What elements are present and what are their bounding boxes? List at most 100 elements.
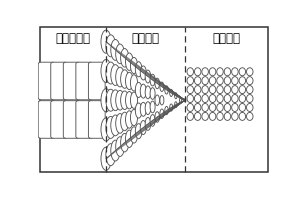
Ellipse shape [121,133,129,152]
Ellipse shape [179,98,182,103]
Ellipse shape [116,44,124,64]
Ellipse shape [224,68,231,76]
Ellipse shape [125,92,133,109]
Ellipse shape [239,95,246,103]
Ellipse shape [247,95,253,103]
FancyBboxPatch shape [51,62,68,100]
Ellipse shape [155,78,160,89]
Ellipse shape [247,68,253,76]
Ellipse shape [116,114,124,133]
FancyBboxPatch shape [76,62,93,100]
Ellipse shape [106,116,116,138]
Ellipse shape [187,103,194,111]
Ellipse shape [232,86,238,94]
Ellipse shape [209,95,216,103]
Ellipse shape [150,101,155,113]
Ellipse shape [121,70,129,88]
Ellipse shape [187,95,194,103]
Ellipse shape [121,49,129,67]
Ellipse shape [150,74,155,86]
Ellipse shape [209,86,216,94]
Ellipse shape [175,102,177,108]
Ellipse shape [106,35,116,57]
Ellipse shape [106,62,116,84]
Ellipse shape [130,92,137,108]
Ellipse shape [232,95,238,103]
Ellipse shape [130,127,137,143]
Ellipse shape [217,112,223,120]
Ellipse shape [202,95,208,103]
FancyBboxPatch shape [88,62,105,100]
Ellipse shape [145,70,151,83]
Text: 轧制区域: 轧制区域 [212,32,240,45]
FancyBboxPatch shape [63,101,80,138]
Ellipse shape [187,112,194,120]
FancyBboxPatch shape [38,62,55,100]
Ellipse shape [145,86,151,99]
Ellipse shape [125,111,133,128]
Ellipse shape [165,86,168,94]
Ellipse shape [232,68,238,76]
Ellipse shape [140,102,146,116]
Ellipse shape [224,77,231,85]
Ellipse shape [130,109,137,126]
Ellipse shape [140,84,146,98]
Ellipse shape [232,112,238,120]
Ellipse shape [217,86,223,94]
Ellipse shape [111,39,120,60]
Ellipse shape [209,77,216,85]
Ellipse shape [135,62,142,77]
Ellipse shape [209,112,216,120]
Ellipse shape [116,67,124,87]
Ellipse shape [239,68,246,76]
Ellipse shape [121,112,129,131]
Ellipse shape [247,86,253,94]
Ellipse shape [239,86,246,94]
Text: 过渡区域: 过渡区域 [132,32,160,45]
FancyBboxPatch shape [38,101,55,138]
FancyBboxPatch shape [88,101,105,138]
Ellipse shape [160,109,164,118]
Ellipse shape [247,112,253,120]
Ellipse shape [130,75,137,91]
Ellipse shape [247,103,253,111]
Ellipse shape [194,103,201,111]
Ellipse shape [202,77,208,85]
FancyBboxPatch shape [51,101,68,138]
Ellipse shape [184,98,186,102]
Ellipse shape [165,106,168,115]
Ellipse shape [101,147,111,170]
Ellipse shape [145,118,151,130]
Ellipse shape [194,77,201,85]
Ellipse shape [101,118,111,141]
Ellipse shape [194,95,201,103]
Ellipse shape [155,112,160,122]
Ellipse shape [187,68,194,76]
Ellipse shape [232,103,238,111]
Ellipse shape [209,103,216,111]
Text: 未轧制区域: 未轧制区域 [56,32,91,45]
Ellipse shape [217,68,223,76]
Ellipse shape [194,86,201,94]
Ellipse shape [111,115,120,136]
Ellipse shape [202,68,208,76]
Ellipse shape [130,57,137,74]
Ellipse shape [247,77,253,85]
Ellipse shape [116,137,124,156]
Ellipse shape [135,82,142,97]
Ellipse shape [111,90,120,111]
Ellipse shape [150,115,155,126]
Ellipse shape [224,86,231,94]
Ellipse shape [150,88,155,99]
Ellipse shape [175,93,177,99]
Ellipse shape [101,89,111,112]
Ellipse shape [125,72,133,90]
Ellipse shape [187,86,194,94]
Ellipse shape [121,91,129,109]
Ellipse shape [239,77,246,85]
Ellipse shape [239,112,246,120]
Ellipse shape [217,95,223,103]
Ellipse shape [194,112,201,120]
Ellipse shape [209,68,216,76]
Ellipse shape [170,104,173,111]
